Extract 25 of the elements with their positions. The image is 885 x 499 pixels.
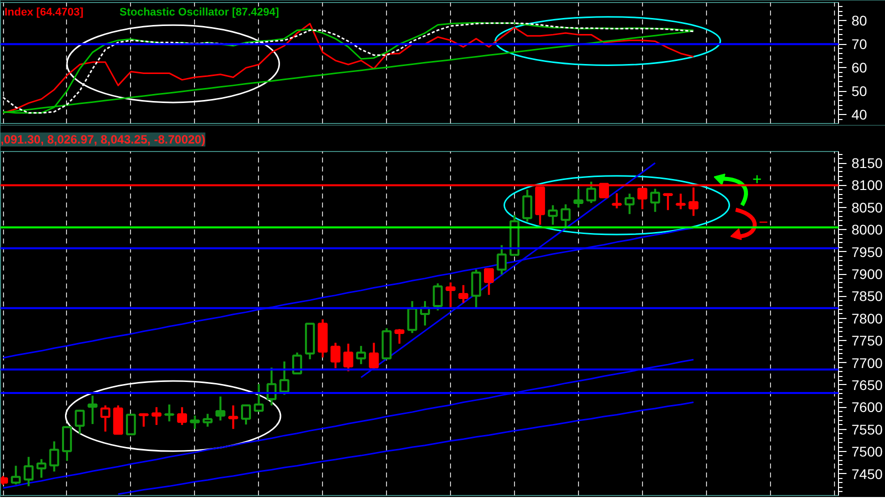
y-tick-label: 60 [852,60,868,76]
y-tick-label: 7800 [852,310,883,326]
y-tick-label: 7900 [852,266,883,282]
y-tick-label: 7550 [852,421,883,438]
text: + [752,172,762,189]
chart-title: ,091.30, 8,026.97, 8,043.25, -8.70020) [0,132,206,146]
text: Index [64.4703] [4,6,84,18]
y-tick-label: 70 [852,36,868,52]
text: − [758,214,768,232]
y-tick-label: 7500 [852,444,883,460]
y-tick-label: 50 [852,83,868,100]
y-tick-label: 7600 [852,399,883,416]
y-tick-label: 7850 [852,288,883,304]
y-tick-label: 7750 [852,332,883,349]
y-tick-label: 7450 [852,466,883,482]
y-tick-label: 80 [852,12,868,29]
y-tick-label: 7950 [852,244,883,260]
y-tick-label: 7700 [852,354,883,371]
y-tick-label: 8150 [852,155,883,172]
y-tick-label: 8100 [852,177,883,194]
y-tick-label: 7650 [852,376,883,393]
y-tick-label: 8050 [852,199,883,216]
y-tick-label: 40 [852,106,868,123]
y-tick-label: 8000 [852,222,883,238]
series-label: Stochastic Oscillator [87.4294] [120,6,280,18]
